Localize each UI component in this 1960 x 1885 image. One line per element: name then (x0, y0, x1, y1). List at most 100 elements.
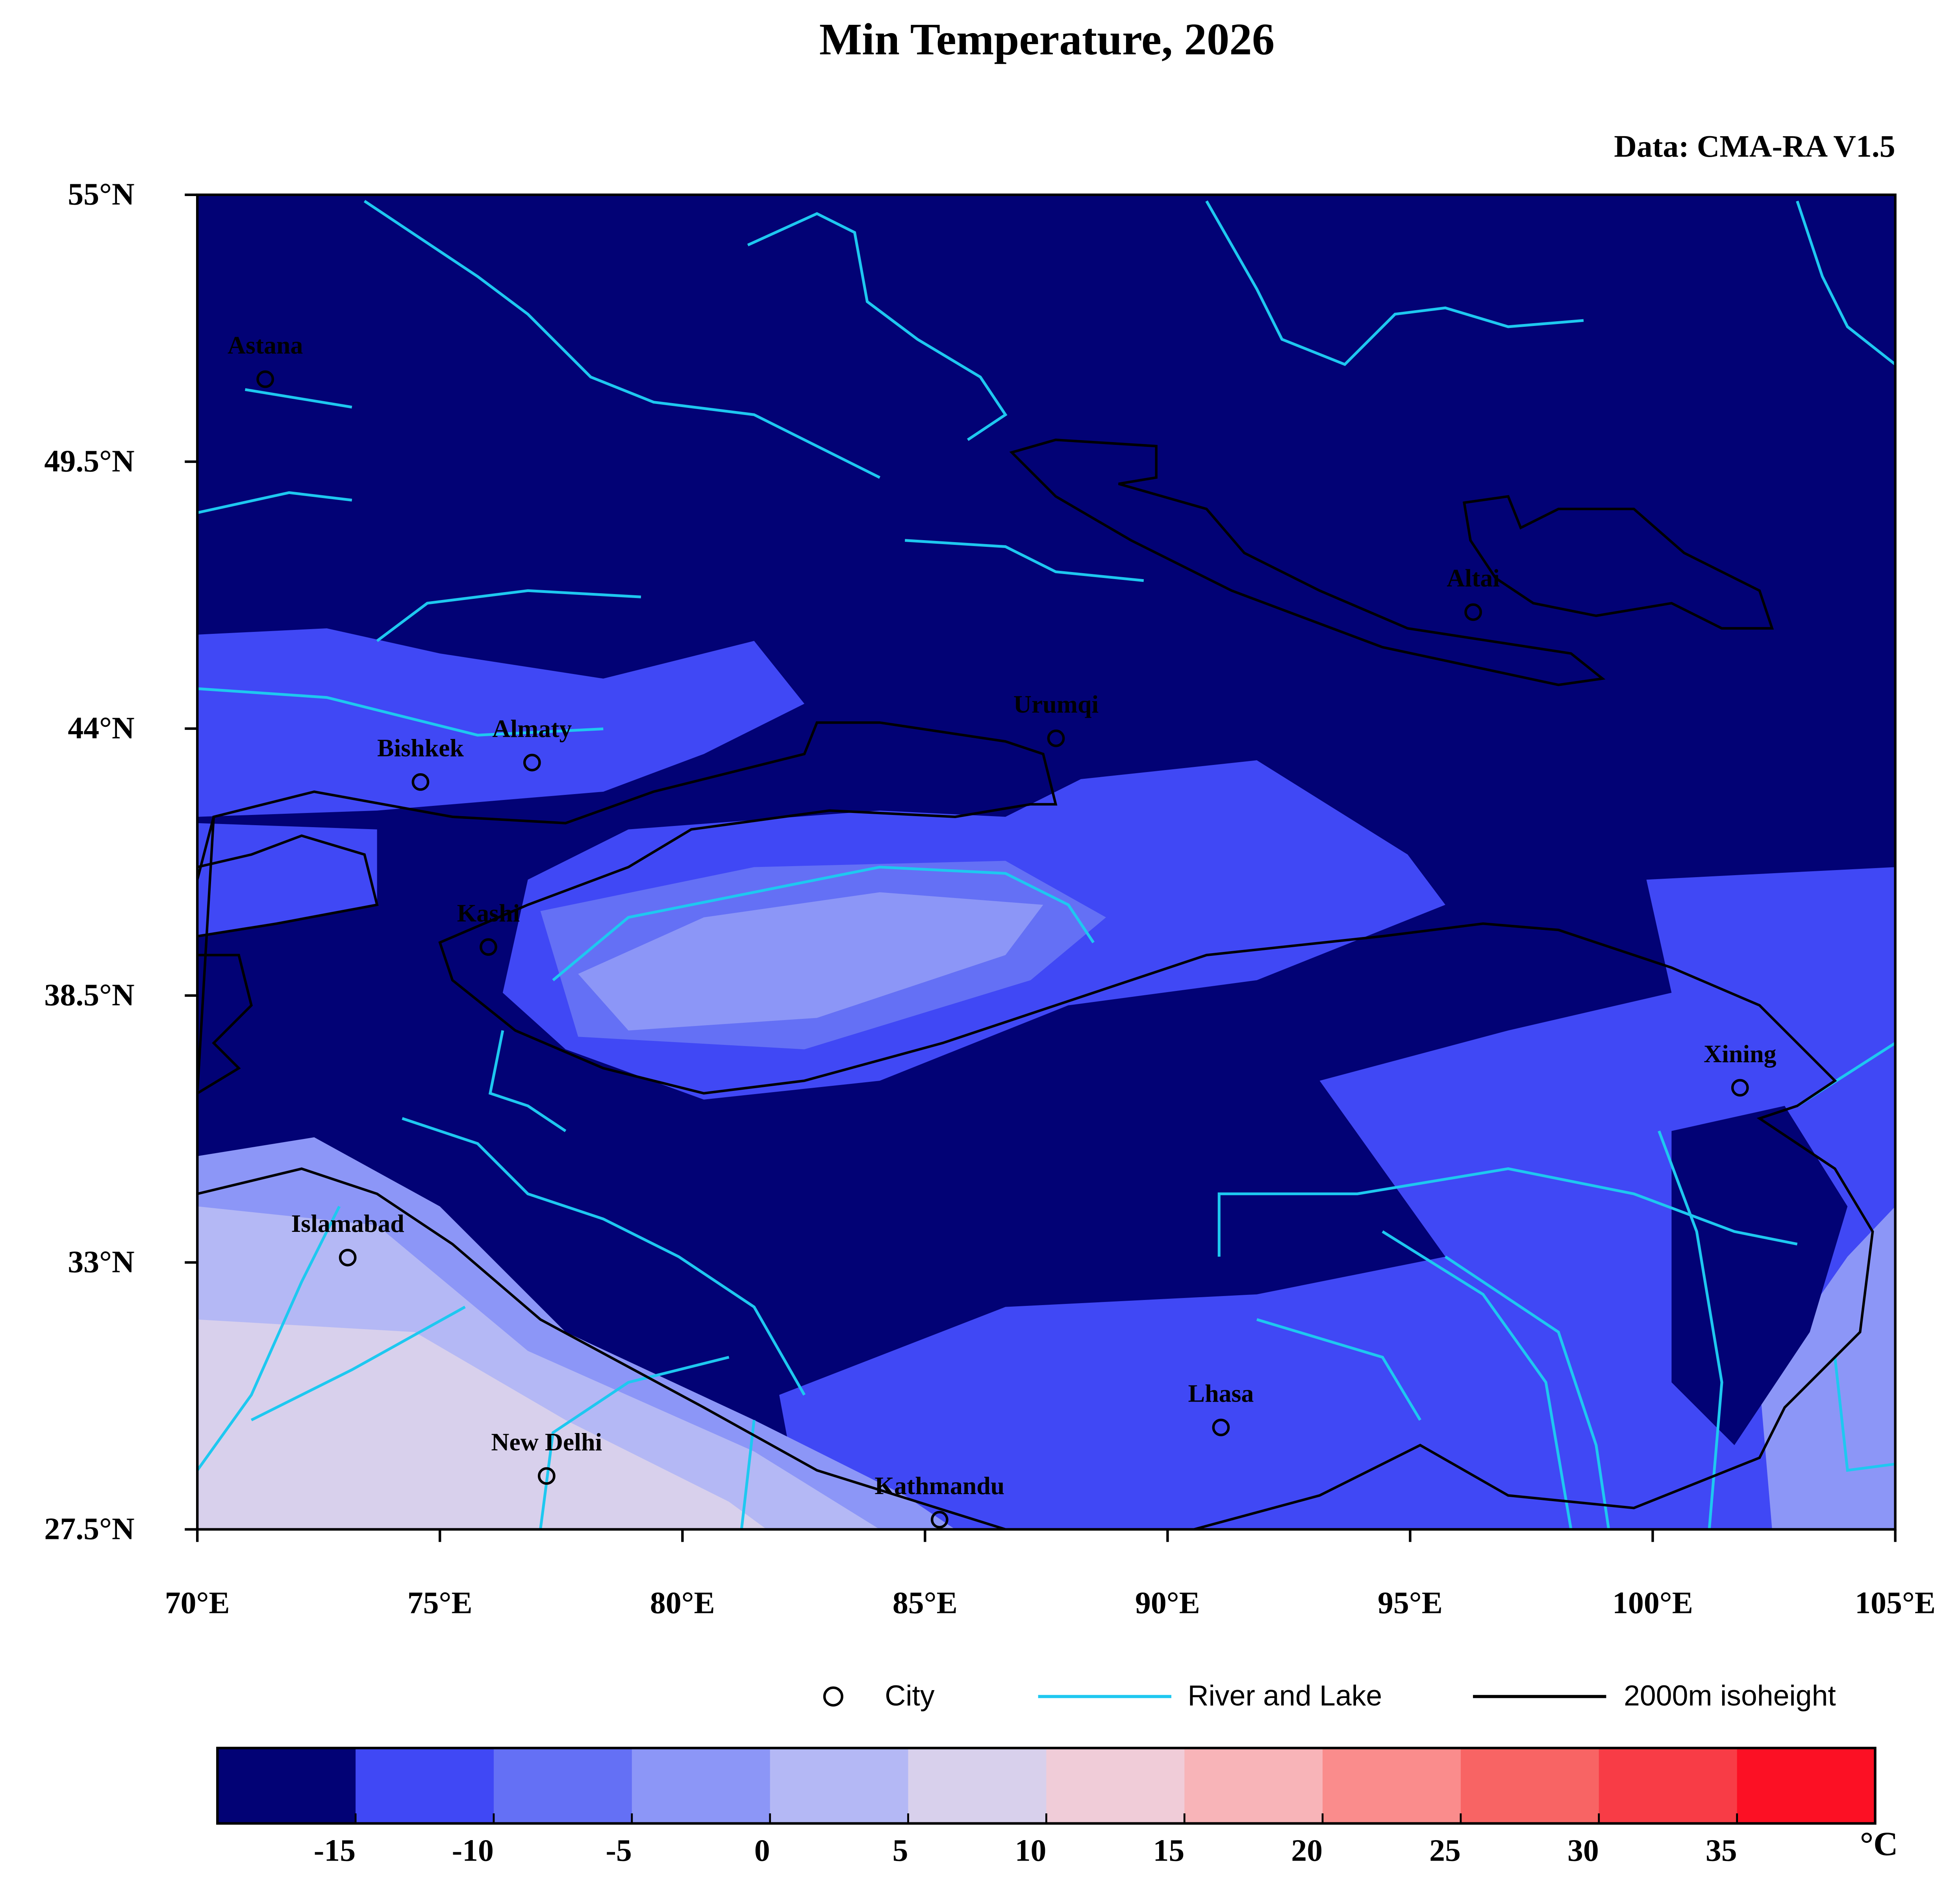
river (197, 1205, 341, 1471)
city (537, 1467, 556, 1485)
legend-city-symbol (823, 1686, 843, 1707)
river (402, 1117, 806, 1396)
city (1731, 1079, 1749, 1097)
isoheight (1463, 495, 1774, 630)
colorbar-tick-label: 35 (1706, 1833, 1737, 1868)
isoheight (1009, 438, 1606, 686)
colorbar-tick-label: 10 (1015, 1833, 1047, 1868)
river (1256, 1318, 1422, 1421)
colorbar-tick-label: 30 (1567, 1833, 1599, 1868)
field-zone (779, 1257, 1634, 1529)
field-zone (197, 628, 804, 817)
field-zone (197, 823, 377, 937)
isoheight (197, 721, 1874, 1529)
city-label: Islamabad (291, 1209, 404, 1237)
river (539, 1355, 730, 1529)
colorbar-tick-label: -15 (314, 1833, 356, 1868)
y-tick-label: 49.5°N (44, 444, 134, 478)
colorbar-segment (632, 1748, 771, 1824)
colorbar-tick-label: -5 (606, 1833, 632, 1868)
colorbar-tick-label: 20 (1291, 1833, 1323, 1868)
colorbar-unit: °C (1860, 1825, 1898, 1863)
colorbar-segment (356, 1748, 495, 1824)
river (740, 1420, 756, 1529)
colorbar-segment (908, 1748, 1047, 1824)
river (1444, 1255, 1610, 1529)
river (1658, 1130, 1723, 1529)
river (197, 491, 352, 514)
colorbar-tick-label: 0 (754, 1833, 770, 1868)
river (363, 200, 881, 479)
legend-label: 2000m isoheight (1624, 1679, 1836, 1712)
x-tick-label: 105°E (1855, 1586, 1936, 1620)
field-zone (578, 892, 1043, 1031)
river (245, 388, 352, 409)
city-label: New Delhi (491, 1428, 602, 1456)
source: Data: CMA-RA V1.5 (1614, 129, 1895, 164)
colorbar-segment (1599, 1748, 1738, 1824)
city (411, 773, 430, 791)
city (480, 938, 497, 956)
colorbar-segment (1460, 1748, 1600, 1824)
colorbar-segment (770, 1748, 909, 1824)
y-tick-label: 44°N (68, 711, 134, 745)
x-tick-label: 80°E (650, 1586, 715, 1620)
city-label: Kathmandu (874, 1472, 1004, 1500)
city-label: Lhasa (1188, 1379, 1254, 1407)
river (197, 687, 604, 737)
colorbar-tick-label: 15 (1153, 1833, 1184, 1868)
river (488, 1030, 567, 1132)
river (1833, 1357, 1895, 1472)
isoheight (197, 834, 379, 938)
colorbar-segment (1323, 1748, 1462, 1824)
x-tick-label: 90°E (1135, 1586, 1200, 1620)
legend: City River and Lake 2000m isoheight (823, 1679, 1836, 1712)
river (376, 589, 641, 642)
colorbar-segment (1046, 1748, 1185, 1824)
city-label: Urumqi (1013, 690, 1099, 718)
colorbar-segment (493, 1748, 633, 1824)
x-tick-label: 70°E (165, 1586, 230, 1620)
map-frame (196, 193, 1897, 1531)
x-tick-label: 95°E (1378, 1586, 1443, 1620)
city (1212, 1418, 1230, 1437)
city (523, 754, 541, 772)
city-label: Altai (1447, 564, 1500, 592)
river (1382, 1230, 1573, 1529)
y-tick-label: 55°N (68, 177, 134, 211)
colorbar-tick-label: 5 (893, 1833, 908, 1868)
city-label: Xining (1704, 1040, 1777, 1068)
field-zone (197, 1319, 767, 1529)
city (256, 370, 274, 388)
y-tick-label: 27.5°N (44, 1511, 134, 1546)
river (250, 1305, 466, 1422)
city (1047, 730, 1065, 747)
colorbar-tick-label: 25 (1429, 1833, 1461, 1868)
y-tick-label: 38.5°N (44, 978, 134, 1012)
colorbar-tick-label: -10 (452, 1833, 494, 1868)
city (1464, 603, 1482, 621)
river (1205, 200, 1584, 366)
temperature-field (197, 194, 1895, 1529)
colorbar-segment (217, 1748, 356, 1824)
river (1217, 1167, 1798, 1257)
title: Min Temperature, 2026 (819, 14, 1275, 64)
x-tick-label: 75°E (408, 1586, 472, 1620)
y-tick-label: 33°N (68, 1244, 134, 1279)
city-label: Bishkek (377, 734, 464, 762)
river (552, 865, 1095, 981)
x-tick-label: 100°E (1612, 1586, 1693, 1620)
legend-label: River and Lake (1187, 1679, 1382, 1712)
city-label: Almaty (492, 715, 572, 743)
colorbar-segment (1184, 1748, 1323, 1824)
river (1796, 200, 1895, 366)
city (930, 1511, 949, 1529)
x-tick-label: 85°E (893, 1586, 958, 1620)
river (747, 212, 1008, 441)
legend-label: City (885, 1679, 935, 1712)
field-zone (1671, 1105, 1848, 1445)
river (905, 539, 1144, 582)
city-label: Kashi (457, 899, 520, 927)
city-label: Astana (228, 331, 303, 359)
